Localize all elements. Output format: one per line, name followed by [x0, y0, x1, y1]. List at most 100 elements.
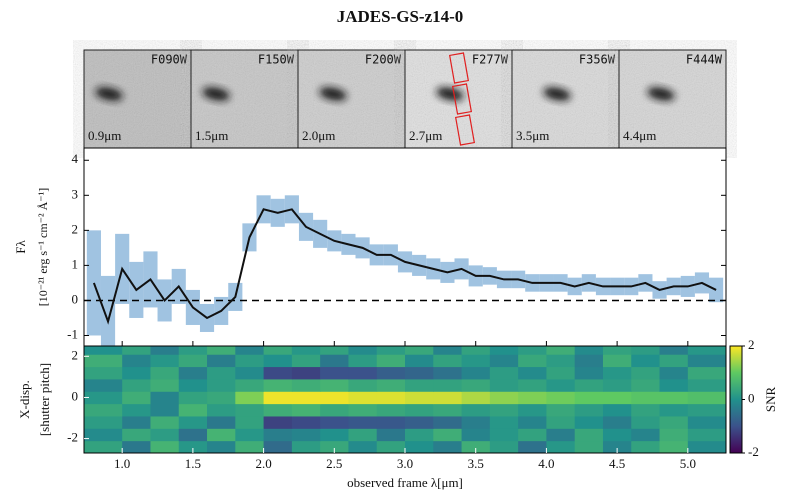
heatmap-cell: [518, 378, 547, 392]
heatmap-cell: [291, 378, 321, 392]
colorbar-tick-label: 0: [748, 390, 755, 405]
y-tick-label: -1: [67, 326, 78, 341]
wavelength-label: 3.5μm: [516, 128, 549, 143]
heatmap-cell: [687, 415, 727, 429]
heatmap-cell: [376, 378, 406, 392]
heatmap-cell: [518, 403, 547, 417]
heatmap-cell: [376, 403, 406, 417]
y-label: X-disp.: [17, 380, 32, 419]
heatmap-cell: [574, 415, 604, 429]
y-label-units: [10⁻²¹ erg s⁻¹ cm⁻² Å⁻¹]: [36, 188, 50, 306]
heatmap-cell: [376, 366, 406, 380]
heatmap-cell: [433, 346, 463, 355]
heatmap-cell: [207, 378, 236, 392]
heatmap-cell: [376, 428, 406, 442]
filter-label: F200W: [365, 53, 402, 67]
heatmap-cell: [376, 391, 406, 405]
heatmap-cell: [631, 415, 661, 429]
heatmap-cell: [84, 415, 123, 429]
heatmap-cell: [574, 354, 604, 368]
cutout-noise: [84, 50, 191, 148]
heatmap-cell: [461, 428, 491, 442]
heatmap-cell: [348, 366, 378, 380]
x-tick-label: 4.5: [609, 456, 625, 471]
x-tick-label: 3.0: [397, 456, 413, 471]
heatmap-cell: [291, 391, 321, 405]
heatmap-cell: [631, 366, 661, 380]
heatmap-cell: [687, 428, 727, 442]
heatmap-cell: [574, 428, 604, 442]
heatmap-cell: [687, 391, 727, 405]
x-tick-label: 5.0: [680, 456, 696, 471]
heatmap-cell: [263, 354, 293, 368]
filter-label: F356W: [579, 53, 616, 67]
heatmap-cell: [150, 346, 180, 355]
heatmap-cell: [687, 366, 727, 380]
x-tick-label: 2.5: [326, 456, 342, 471]
heatmap-cell: [348, 391, 378, 405]
heatmap-cell: [546, 415, 576, 429]
heatmap-cell: [405, 346, 434, 355]
heatmap-cell: [291, 428, 321, 442]
heatmap-cell: [263, 366, 293, 380]
x-tick-label: 3.5: [468, 456, 484, 471]
cutout-noise: [191, 50, 298, 148]
y-tick-label: 3: [72, 186, 79, 201]
galaxy: [436, 87, 464, 101]
heatmap-cell: [263, 391, 293, 405]
heatmap-cell: [348, 403, 378, 417]
heatmap-cell: [659, 354, 689, 368]
heatmap-cell: [178, 366, 208, 380]
heatmap-cell: [207, 346, 236, 355]
heatmap-cell: [84, 366, 123, 380]
heatmap-cell: [178, 415, 208, 429]
heatmap-cell: [687, 403, 727, 417]
colorbar-tick-label: -2: [748, 444, 759, 459]
heatmap-cell: [631, 440, 661, 454]
heatmap-cell: [291, 415, 321, 429]
heatmap-cell: [518, 391, 547, 405]
heatmap-cell: [178, 428, 208, 442]
y-tick-label: 2: [72, 347, 79, 362]
heatmap-cell: [461, 366, 491, 380]
heatmap-cell: [150, 378, 180, 392]
heatmap-cell: [687, 346, 727, 355]
heatmap-cell: [320, 415, 349, 429]
heatmap-cell: [546, 354, 576, 368]
heatmap-cell: [518, 354, 547, 368]
heatmap-cell: [122, 403, 151, 417]
heatmap-cell: [405, 354, 434, 368]
heatmap-cell: [546, 403, 576, 417]
heatmap-cell: [291, 440, 321, 454]
heatmap-cell: [659, 403, 689, 417]
cutout-noise: [298, 50, 405, 148]
heatmap-cell: [178, 354, 208, 368]
heatmap-cell: [376, 415, 406, 429]
heatmap-cell: [574, 346, 604, 355]
heatmap-cell: [122, 428, 151, 442]
slit: [448, 52, 470, 84]
heatmap-cell: [291, 366, 321, 380]
heatmap-cell: [122, 391, 151, 405]
galaxy: [95, 87, 123, 101]
heatmap-cell: [574, 378, 604, 392]
heatmap-cell: [207, 415, 236, 429]
heatmap-cell: [235, 428, 265, 442]
heatmap-cell: [178, 403, 208, 417]
heatmap-cell: [433, 378, 463, 392]
heatmap-cell: [235, 391, 265, 405]
heatmap-cell: [659, 366, 689, 380]
heatmap-cell: [602, 415, 632, 429]
heatmap-cell: [518, 346, 547, 355]
heatmap-cell: [602, 378, 632, 392]
y-tick-label: 0: [72, 388, 79, 403]
heatmap-cell: [631, 391, 661, 405]
plot-frame: [84, 148, 726, 346]
heatmap-cell: [263, 346, 293, 355]
heatmap-cell: [291, 346, 321, 355]
heatmap-cell: [659, 378, 689, 392]
heatmap-cell: [489, 391, 519, 405]
heatmap-cell: [178, 440, 208, 454]
heatmap-cell: [376, 346, 406, 355]
